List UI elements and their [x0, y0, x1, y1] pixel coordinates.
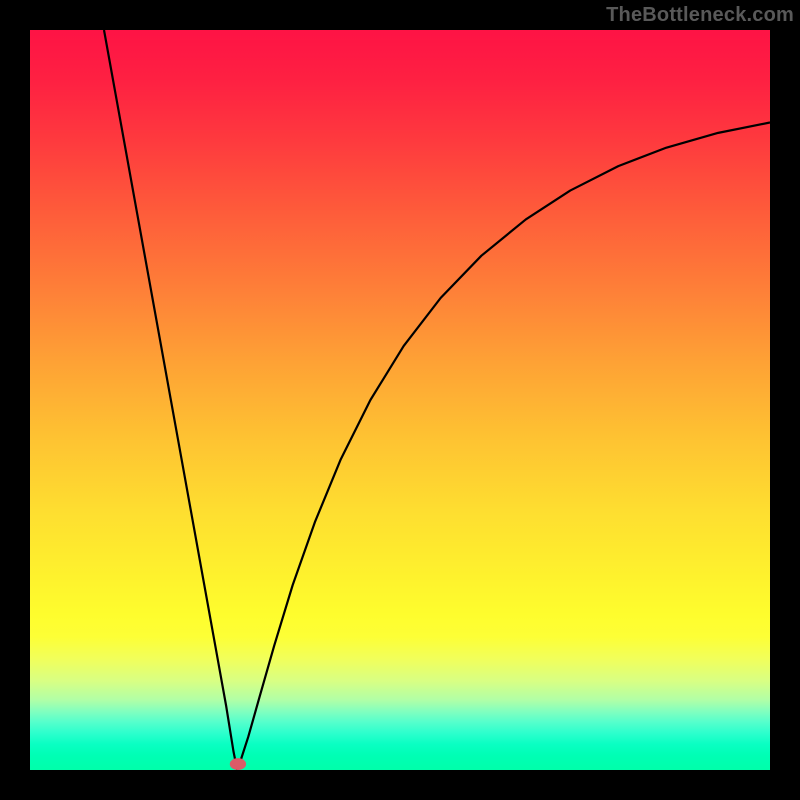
chart-frame: TheBottleneck.com: [0, 0, 800, 800]
watermark-text: TheBottleneck.com: [606, 4, 794, 27]
plot-area: [30, 30, 770, 770]
chart-background: [30, 30, 770, 770]
chart-svg: [30, 30, 770, 770]
vertex-marker: [230, 758, 246, 770]
